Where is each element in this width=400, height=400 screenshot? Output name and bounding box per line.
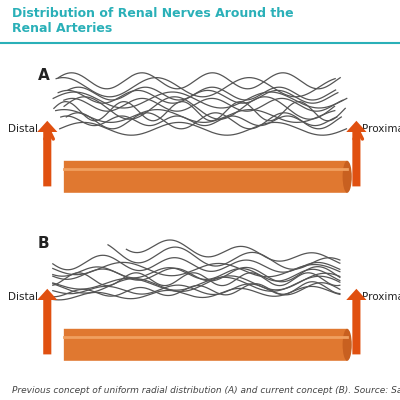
Text: B: B (38, 236, 50, 251)
Text: Distribution of Renal Nerves Around the
Renal Arteries: Distribution of Renal Nerves Around the … (12, 7, 294, 35)
FancyArrow shape (346, 121, 366, 186)
FancyBboxPatch shape (64, 329, 347, 361)
FancyBboxPatch shape (64, 161, 347, 193)
Text: Proximal: Proximal (362, 292, 400, 302)
Text: A: A (38, 68, 50, 83)
Text: Proximal: Proximal (362, 124, 400, 134)
FancyArrow shape (346, 289, 366, 354)
Text: Distal: Distal (8, 292, 38, 302)
Ellipse shape (342, 329, 352, 361)
Text: Distal: Distal (8, 124, 38, 134)
FancyArrow shape (37, 121, 58, 186)
FancyArrow shape (37, 289, 58, 354)
Text: Previous concept of uniform radial distribution (A) and current concept (B). Sou: Previous concept of uniform radial distr… (12, 386, 400, 395)
Ellipse shape (342, 161, 352, 193)
